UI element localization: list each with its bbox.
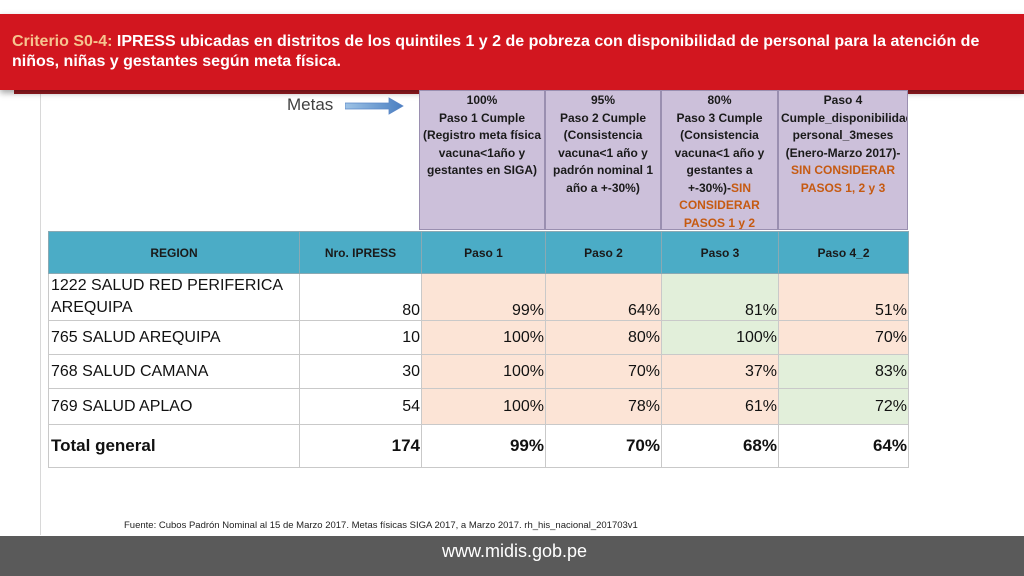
banner-title: Criterio S0-4: IPRESS ubicadas en distri…	[12, 32, 1012, 72]
paso1-cell: 100%	[421, 320, 546, 355]
table-row: 1222 SALUD RED PERIFERICA AREQUIPA 80 99…	[48, 273, 909, 321]
total-paso2: 70%	[545, 424, 662, 468]
header-paso-1: Paso 1	[421, 231, 546, 274]
table-row: 768 SALUD CAMANA 30 100% 70% 37% 83%	[48, 354, 909, 389]
paso2-cell: 64%	[545, 273, 662, 321]
paso4-cell: 70%	[778, 320, 909, 355]
region-cell: 768 SALUD CAMANA	[48, 354, 300, 389]
paso1-cell: 100%	[421, 354, 546, 389]
ipress-cell: 10	[299, 320, 422, 355]
paso2-cell: 78%	[545, 388, 662, 425]
goal-3-pct: 80%	[707, 93, 732, 107]
total-ipress: 174	[299, 424, 422, 468]
footer-bar	[0, 536, 1024, 576]
total-paso3: 68%	[661, 424, 779, 468]
paso4-cell: 51%	[778, 273, 909, 321]
paso2-cell: 80%	[545, 320, 662, 355]
header-region: REGION	[48, 231, 300, 274]
metas-label: Metas	[287, 95, 334, 114]
right-arrow-icon	[345, 97, 404, 115]
paso4-cell: 72%	[778, 388, 909, 425]
goal-step-2: 95% Paso 2 Cumple (Consistencia vacuna<1…	[545, 90, 661, 230]
paso3-cell: 61%	[661, 388, 779, 425]
goal-3-text: Paso 3 Cumple (Consistencia vacuna<1 año…	[674, 110, 765, 195]
header-paso-4: Paso 4_2	[778, 231, 909, 274]
goal-2-text: Paso 2 Cumple (Consistencia vacuna<1 año…	[552, 110, 653, 195]
paso1-cell: 100%	[421, 388, 546, 425]
title-banner: Criterio S0-4: IPRESS ubicadas en distri…	[0, 14, 1024, 90]
table-row: 765 SALUD AREQUIPA 10 100% 80% 100% 70%	[48, 320, 909, 355]
total-paso1: 99%	[421, 424, 546, 468]
region-cell: 765 SALUD AREQUIPA	[48, 320, 300, 355]
paso3-cell: 100%	[661, 320, 779, 355]
paso4-cell: 83%	[778, 354, 909, 389]
goal-1-pct: 100%	[466, 93, 498, 107]
goal-1-text: Paso 1 Cumple (Registro meta física vacu…	[422, 110, 542, 178]
header-ipress: Nro. IPRESS	[299, 231, 422, 274]
header-paso-2: Paso 2	[545, 231, 662, 274]
total-label: Total general	[48, 424, 300, 468]
table-row: 769 SALUD APLAO 54 100% 78% 61% 72%	[48, 388, 909, 425]
goal-step-4: Paso 4 Cumple_disponibilidad personal_3m…	[778, 90, 908, 230]
region-cell: 769 SALUD APLAO	[48, 388, 300, 425]
goal-step-3: 80% Paso 3 Cumple (Consistencia vacuna<1…	[661, 90, 778, 230]
ipress-cell: 80	[299, 273, 422, 321]
criterion-title: IPRESS ubicadas en distritos de los quin…	[12, 33, 980, 70]
paso1-cell: 99%	[421, 273, 546, 321]
region-cell: 1222 SALUD RED PERIFERICA AREQUIPA	[48, 273, 300, 321]
total-paso4: 64%	[778, 424, 909, 468]
criterion-label: Criterio S0-4:	[12, 33, 113, 50]
ipress-cell: 54	[299, 388, 422, 425]
goal-2-pct: 95%	[590, 93, 616, 107]
paso2-cell: 70%	[545, 354, 662, 389]
goal-4-accent: SIN CONSIDERAR PASOS 1, 2 y 3	[790, 163, 895, 195]
footer-url[interactable]: www.midis.gob.pe	[442, 541, 588, 561]
paso3-cell: 37%	[661, 354, 779, 389]
goal-step-1: 100% Paso 1 Cumple (Registro meta física…	[419, 90, 545, 230]
source-note: Fuente: Cubos Padrón Nominal al 15 de Ma…	[124, 520, 638, 531]
goal-4-text: Cumple_disponibilidad personal_3meses (E…	[781, 110, 908, 160]
goal-4-pct: Paso 4	[823, 93, 863, 107]
goal-3-accent: SIN CONSIDERAR PASOS 1 y 2	[679, 180, 760, 230]
table-header-row: REGION Nro. IPRESS Paso 1 Paso 2 Paso 3 …	[48, 231, 909, 274]
ipress-cell: 30	[299, 354, 422, 389]
results-table: REGION Nro. IPRESS Paso 1 Paso 2 Paso 3 …	[48, 231, 909, 468]
left-divider	[40, 90, 41, 535]
table-total-row: Total general 174 99% 70% 68% 64%	[48, 424, 909, 468]
paso3-cell: 81%	[661, 273, 779, 321]
header-paso-3: Paso 3	[661, 231, 779, 274]
